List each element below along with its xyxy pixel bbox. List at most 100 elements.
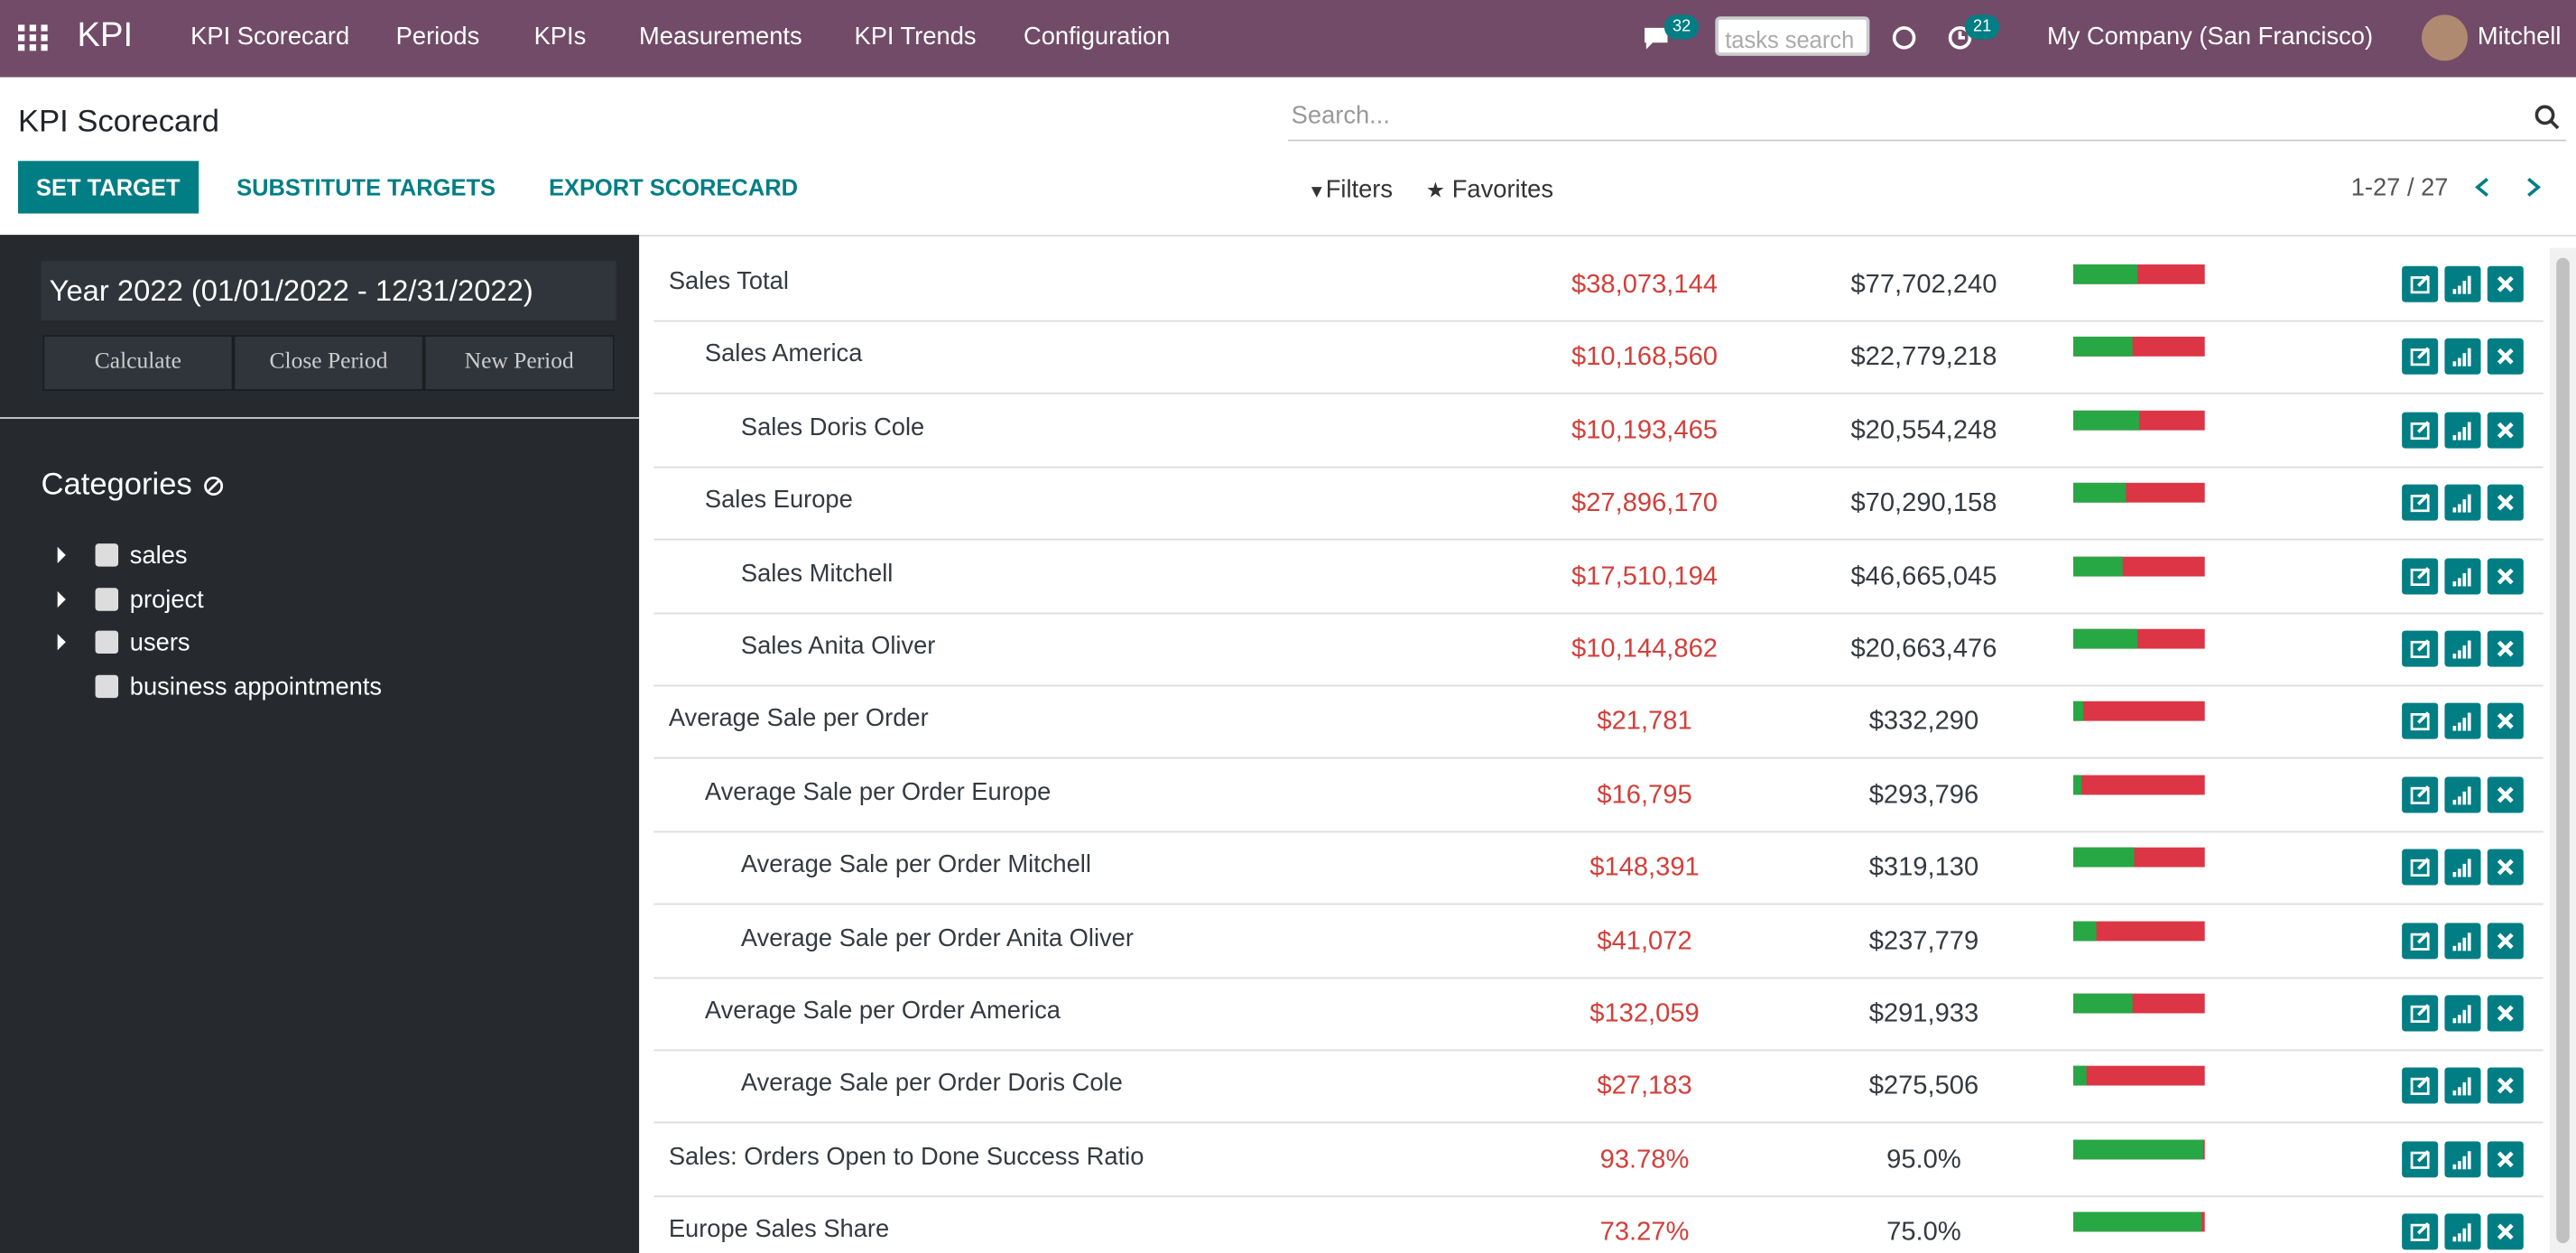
chart-button[interactable]: [2444, 557, 2481, 594]
activity-icon[interactable]: [1947, 23, 1973, 52]
kpi-name[interactable]: Average Sale per Order: [668, 705, 929, 734]
chart-button[interactable]: [2444, 412, 2481, 449]
user-name[interactable]: Mitchell: [2477, 23, 2562, 51]
action-button[interactable]: EXPORT SCORECARD: [548, 173, 799, 200]
chart-button[interactable]: [2444, 265, 2481, 302]
scroll-thumb[interactable]: [2556, 257, 2570, 1244]
delete-button[interactable]: [2487, 557, 2524, 594]
kpi-row[interactable]: Average Sale per Order America $132,059 $2…: [653, 977, 2544, 1052]
delete-button[interactable]: [2487, 995, 2524, 1032]
category[interactable]: users: [129, 628, 190, 657]
checkbox[interactable]: [95, 673, 119, 698]
search-icon[interactable]: [2534, 105, 2560, 130]
kpi-name[interactable]: Sales: Orders Open to Done Success Ratio: [668, 1142, 1144, 1171]
chart-button[interactable]: [2444, 995, 2481, 1032]
clear-icon[interactable]: [204, 477, 224, 497]
delete-button[interactable]: [2487, 776, 2524, 813]
delete-button[interactable]: [2487, 485, 2524, 522]
delete-button[interactable]: [2487, 1140, 2524, 1177]
kpi-row[interactable]: Sales: Orders Open to Done Success Ratio…: [653, 1123, 2544, 1197]
company[interactable]: My Company (San Francisco): [2046, 23, 2374, 51]
category[interactable]: project: [129, 585, 204, 614]
delete-button[interactable]: [2487, 412, 2524, 449]
expand-arrow[interactable]: [57, 546, 66, 563]
kpi-name[interactable]: Average Sale per Order Anita Oliver: [740, 924, 1134, 952]
favorites[interactable]: ★ Favorites: [1426, 176, 1553, 204]
kpi-row[interactable]: Sales Total $38,073,144 $77,702,240: [653, 248, 2544, 322]
checkbox[interactable]: [95, 587, 119, 610]
edit-button[interactable]: [2402, 557, 2439, 594]
delete-button[interactable]: [2487, 265, 2524, 302]
expand-arrow[interactable]: [57, 634, 66, 651]
edit-button[interactable]: [2402, 1068, 2439, 1105]
avatar[interactable]: [2421, 14, 2468, 61]
kpi-name[interactable]: Sales Doris Cole: [740, 413, 925, 441]
kpi-name[interactable]: Average Sale per Order Doris Cole: [740, 1070, 1123, 1098]
edit-button[interactable]: [2402, 1140, 2439, 1177]
kpi-row[interactable]: Sales Mitchell $17,510,194 $46,665,045: [653, 540, 2544, 614]
action-button[interactable]: SET TARGET: [18, 161, 199, 214]
menu-item[interactable]: KPI Scorecard: [190, 23, 350, 51]
action-button[interactable]: SUBSTITUTE TARGETS: [236, 173, 496, 200]
chart-button[interactable]: [2444, 703, 2481, 740]
category[interactable]: sales: [129, 542, 188, 571]
period-select[interactable]: Year 2022 (01/01/2022 - 12/31/2022): [41, 261, 616, 320]
period-button[interactable]: Calculate: [42, 335, 234, 391]
edit-button[interactable]: [2402, 1213, 2439, 1250]
menu-item[interactable]: KPIs: [533, 23, 587, 51]
menu-item[interactable]: Configuration: [1023, 23, 1171, 51]
kpi-name[interactable]: Sales Anita Oliver: [740, 632, 936, 661]
kpi-name[interactable]: Average Sale per Order Europe: [704, 777, 1052, 806]
kpi-row[interactable]: Average Sale per Order Europe $16,795 $293…: [653, 758, 2544, 832]
chart-button[interactable]: [2444, 1213, 2481, 1250]
chart-button[interactable]: [2444, 776, 2481, 813]
checkbox[interactable]: [95, 543, 119, 567]
kpi-name[interactable]: Europe Sales Share: [668, 1215, 890, 1244]
edit-button[interactable]: [2402, 265, 2439, 302]
checkbox[interactable]: [95, 630, 119, 654]
kpi-row[interactable]: Sales Europe $27,896,170 $70,290,158: [653, 467, 2544, 541]
edit-button[interactable]: [2402, 703, 2439, 740]
tasks-search[interactable]: tasks search: [1715, 16, 1870, 56]
kpi-row[interactable]: Sales America $10,168,560 $22,779,218: [653, 320, 2544, 395]
pager-prev[interactable]: [2472, 176, 2492, 199]
pager-next[interactable]: [2524, 176, 2544, 199]
edit-button[interactable]: [2402, 776, 2439, 813]
edit-button[interactable]: [2402, 995, 2439, 1032]
delete-button[interactable]: [2487, 922, 2524, 959]
kpi-name[interactable]: Sales Total: [668, 267, 789, 296]
chart-button[interactable]: [2444, 630, 2481, 667]
menu-item[interactable]: KPI Trends: [854, 23, 977, 51]
kpi-row[interactable]: Average Sale per Order Mitchell $148,391 $…: [653, 831, 2544, 905]
chart-button[interactable]: [2444, 922, 2481, 959]
chart-button[interactable]: [2444, 339, 2481, 376]
favorites-label[interactable]: Favorites: [1451, 175, 1554, 204]
apps-icon[interactable]: [18, 24, 48, 51]
kpi-row[interactable]: Sales Doris Cole $10,193,465 $20,554,248: [653, 394, 2544, 469]
kpi-name[interactable]: Sales Mitchell: [740, 559, 894, 588]
expand-arrow[interactable]: [57, 590, 66, 608]
chart-button[interactable]: [2444, 849, 2481, 886]
period-button[interactable]: New Period: [423, 335, 615, 391]
category[interactable]: business appointments: [129, 672, 383, 701]
edit-button[interactable]: [2402, 339, 2439, 376]
chat-icon[interactable]: [1641, 24, 1671, 51]
filters-label[interactable]: Filters: [1325, 175, 1394, 204]
filters[interactable]: ▼Filters: [1308, 176, 1393, 204]
edit-button[interactable]: [2402, 412, 2439, 449]
edit-button[interactable]: [2402, 849, 2439, 886]
delete-button[interactable]: [2487, 849, 2524, 886]
delete-button[interactable]: [2487, 1213, 2524, 1250]
kpi-name[interactable]: Average Sale per Order America: [704, 997, 1061, 1026]
refresh-icon[interactable]: [1891, 23, 1917, 52]
chart-button[interactable]: [2444, 485, 2481, 522]
search-input[interactable]: Search...: [1288, 94, 2567, 142]
delete-button[interactable]: [2487, 703, 2524, 740]
delete-button[interactable]: [2487, 339, 2524, 376]
chart-button[interactable]: [2444, 1068, 2481, 1105]
kpi-name[interactable]: Sales Europe: [704, 486, 853, 515]
edit-button[interactable]: [2402, 630, 2439, 667]
menu-item[interactable]: Measurements: [639, 23, 802, 51]
period-button[interactable]: Close Period: [233, 335, 424, 391]
kpi-name[interactable]: Average Sale per Order Mitchell: [740, 850, 1091, 879]
